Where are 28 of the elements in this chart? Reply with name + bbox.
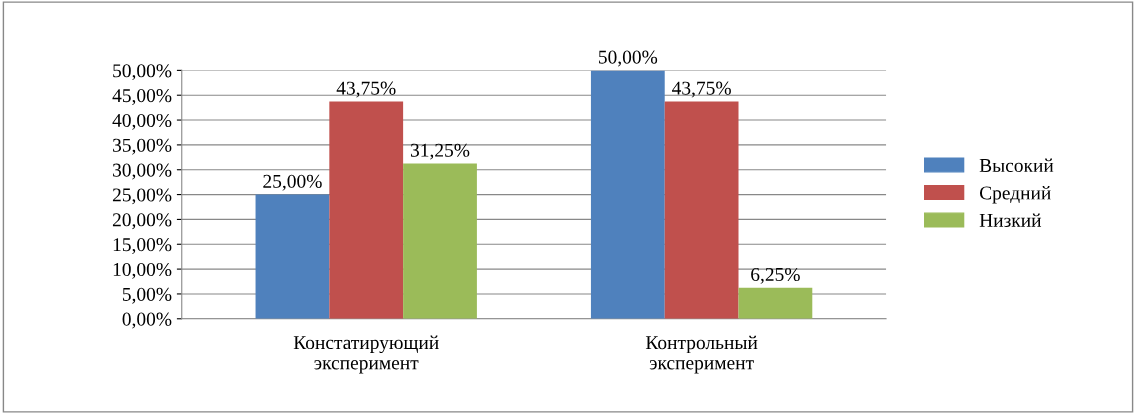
bar xyxy=(255,194,330,319)
legend-label: Низкий xyxy=(979,213,1042,227)
y-tick-label: 35,00% xyxy=(113,138,172,155)
data-label: 43,75% xyxy=(672,81,731,98)
y-tick-label: 5,00% xyxy=(122,287,172,304)
y-tick-label: 0,00% xyxy=(122,312,172,329)
bar xyxy=(664,101,739,319)
y-tick-label: 30,00% xyxy=(113,163,172,180)
y-tick-label: 50,00% xyxy=(113,64,172,81)
bar xyxy=(329,101,404,319)
data-label: 25,00% xyxy=(263,174,322,191)
y-tick-label: 20,00% xyxy=(112,213,172,230)
y-tick-label: 10,00% xyxy=(113,262,172,279)
y-tick-label: 45,00% xyxy=(112,89,172,105)
x-tick-label: Контрольный эксперимент xyxy=(645,335,758,374)
data-label: 6,25% xyxy=(751,267,800,284)
y-tick-label: 40,00% xyxy=(112,113,172,130)
legend-label: Высокий xyxy=(979,158,1054,173)
bar xyxy=(738,287,813,319)
bar xyxy=(403,163,477,319)
bar xyxy=(590,70,665,319)
data-label: 50,00% xyxy=(598,50,658,67)
data-label: 31,25% xyxy=(410,143,470,160)
y-tick-label: 25,00% xyxy=(112,188,172,205)
y-tick-label: 15,00% xyxy=(113,238,172,254)
legend-label: Средний xyxy=(979,186,1051,204)
x-tick-label: Констатирующий эксперимент xyxy=(293,335,439,374)
data-label: 43,75% xyxy=(336,81,396,98)
